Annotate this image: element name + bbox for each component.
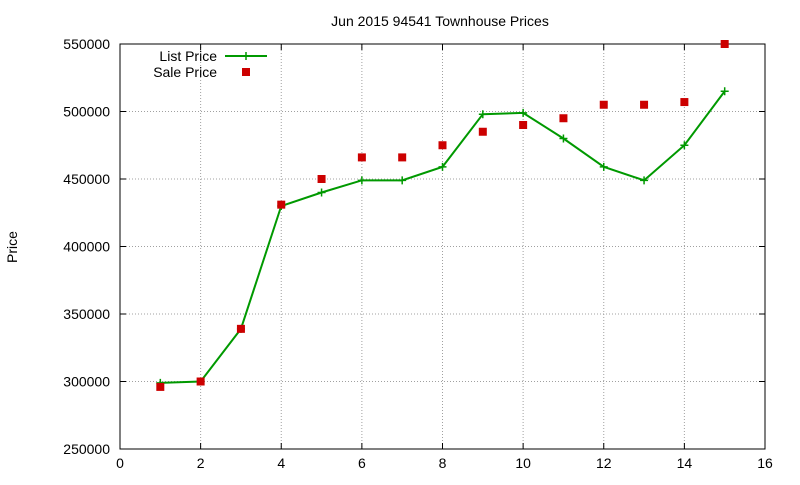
sale-price-point	[438, 141, 447, 150]
x-tick-label: 6	[358, 455, 366, 471]
sale-price-point	[317, 175, 326, 183]
x-axis-ticks: 0 2 4 6 8 10 12 14 16	[116, 44, 773, 471]
y-tick-label: 450000	[63, 171, 110, 187]
y-tick-label: 300000	[63, 374, 110, 390]
sale-price-point	[640, 100, 649, 109]
x-tick-label: 0	[116, 455, 124, 471]
y-tick-label: 500000	[63, 104, 110, 120]
list-price-point	[559, 134, 568, 143]
y-axis-label: Price	[4, 231, 20, 263]
chart-title: Jun 2015 94541 Townhouse Prices	[331, 13, 549, 29]
list-price-point	[317, 188, 326, 197]
sale-price-point	[196, 377, 205, 386]
sale-price-point	[478, 127, 487, 136]
sale-price-point	[559, 114, 568, 123]
sale-price-point	[519, 121, 528, 129]
legend-label-list-price: List Price	[159, 48, 217, 64]
list-price-point	[357, 176, 366, 185]
y-tick-label: 550000	[63, 36, 110, 52]
list-price-point	[478, 110, 487, 119]
list-price-point	[398, 176, 407, 185]
sale-price-point	[357, 153, 366, 162]
x-tick-label: 4	[277, 455, 285, 471]
legend-marker-list-price	[242, 52, 250, 60]
sale-price-point	[236, 324, 245, 333]
sale-price-point	[156, 382, 165, 391]
y-tick-label: 350000	[63, 306, 110, 322]
legend-label-sale-price: Sale Price	[153, 64, 217, 80]
list-price-point	[680, 141, 689, 150]
list-price-point	[519, 108, 528, 117]
x-tick-label: 2	[197, 455, 205, 471]
list-price-point	[599, 162, 608, 171]
legend-swatch-sale-price	[242, 68, 250, 76]
sale-price-point	[398, 153, 407, 162]
x-tick-label: 12	[596, 455, 612, 471]
sale-price-point	[277, 200, 286, 209]
x-tick-label: 16	[757, 455, 773, 471]
x-tick-label: 10	[515, 455, 531, 471]
x-tick-label: 14	[677, 455, 693, 471]
list-price-point	[640, 176, 649, 185]
list-price-point	[720, 87, 729, 96]
y-axis-ticks: 250000 300000 350000 400000 450000 500000 5500…	[63, 36, 765, 457]
grid-lines	[120, 44, 765, 449]
sale-price-point	[680, 98, 689, 107]
y-tick-label: 400000	[63, 239, 110, 255]
sale-price-point	[720, 40, 729, 48]
sale-price-point	[599, 100, 608, 109]
data-series	[156, 40, 729, 391]
sale-price-series	[156, 40, 729, 391]
y-tick-label: 250000	[63, 441, 110, 457]
list-price-point	[438, 162, 447, 171]
x-tick-label: 8	[439, 455, 447, 471]
